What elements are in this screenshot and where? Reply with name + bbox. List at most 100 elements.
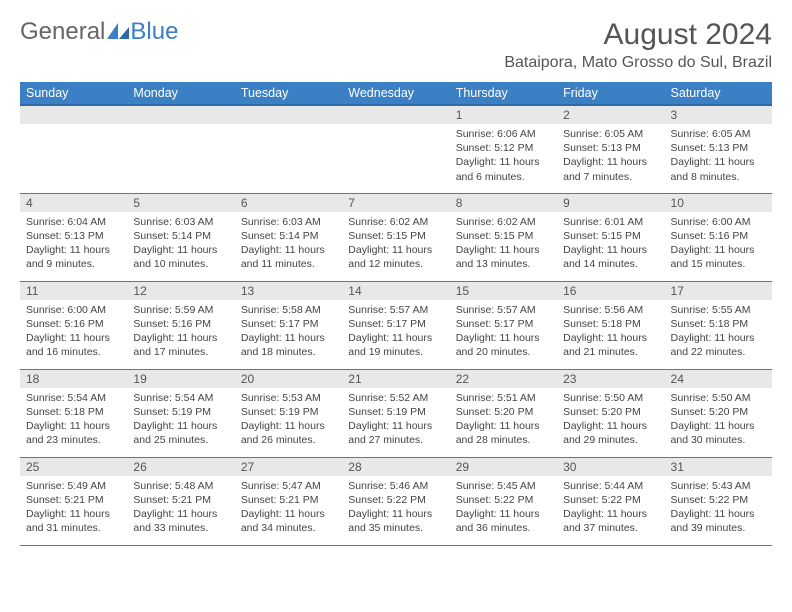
cell-body: Sunrise: 6:01 AMSunset: 5:15 PMDaylight:… xyxy=(557,212,664,278)
day-number: 5 xyxy=(127,194,234,212)
daylight-text: Daylight: 11 hours and 7 minutes. xyxy=(563,155,658,183)
sunrise-text: Sunrise: 5:50 AM xyxy=(671,391,766,405)
sunrise-text: Sunrise: 5:51 AM xyxy=(456,391,551,405)
sunset-text: Sunset: 5:13 PM xyxy=(26,229,121,243)
calendar-cell: 6Sunrise: 6:03 AMSunset: 5:14 PMDaylight… xyxy=(235,193,342,281)
daylight-text: Daylight: 11 hours and 36 minutes. xyxy=(456,507,551,535)
calendar-cell: 25Sunrise: 5:49 AMSunset: 5:21 PMDayligh… xyxy=(20,457,127,545)
day-number: 20 xyxy=(235,370,342,388)
sunrise-text: Sunrise: 5:54 AM xyxy=(26,391,121,405)
sunset-text: Sunset: 5:15 PM xyxy=(348,229,443,243)
location-text: Bataipora, Mato Grosso do Sul, Brazil xyxy=(504,54,772,72)
cell-body: Sunrise: 6:00 AMSunset: 5:16 PMDaylight:… xyxy=(665,212,772,278)
day-number xyxy=(127,106,234,124)
day-number: 6 xyxy=(235,194,342,212)
sunset-text: Sunset: 5:22 PM xyxy=(563,493,658,507)
calendar-cell: 22Sunrise: 5:51 AMSunset: 5:20 PMDayligh… xyxy=(450,369,557,457)
logo-text-b: Blue xyxy=(130,18,178,46)
calendar-cell: 1Sunrise: 6:06 AMSunset: 5:12 PMDaylight… xyxy=(450,105,557,193)
cell-body: Sunrise: 5:57 AMSunset: 5:17 PMDaylight:… xyxy=(342,300,449,366)
sunset-text: Sunset: 5:20 PM xyxy=(456,405,551,419)
sunrise-text: Sunrise: 5:45 AM xyxy=(456,479,551,493)
calendar-cell: 5Sunrise: 6:03 AMSunset: 5:14 PMDaylight… xyxy=(127,193,234,281)
logo-sail-icon xyxy=(107,18,129,46)
calendar-cell: 17Sunrise: 5:55 AMSunset: 5:18 PMDayligh… xyxy=(665,281,772,369)
logo-text-a: General xyxy=(20,18,105,46)
daylight-text: Daylight: 11 hours and 19 minutes. xyxy=(348,331,443,359)
calendar-cell: 28Sunrise: 5:46 AMSunset: 5:22 PMDayligh… xyxy=(342,457,449,545)
cell-body: Sunrise: 5:57 AMSunset: 5:17 PMDaylight:… xyxy=(450,300,557,366)
day-number: 3 xyxy=(665,106,772,124)
daylight-text: Daylight: 11 hours and 33 minutes. xyxy=(133,507,228,535)
calendar-table: Sunday Monday Tuesday Wednesday Thursday… xyxy=(20,82,772,546)
day-number: 30 xyxy=(557,458,664,476)
day-number: 10 xyxy=(665,194,772,212)
sunrise-text: Sunrise: 5:58 AM xyxy=(241,303,336,317)
sunrise-text: Sunrise: 5:53 AM xyxy=(241,391,336,405)
sunrise-text: Sunrise: 6:04 AM xyxy=(26,215,121,229)
sunset-text: Sunset: 5:21 PM xyxy=(133,493,228,507)
sunset-text: Sunset: 5:13 PM xyxy=(671,141,766,155)
sunrise-text: Sunrise: 5:55 AM xyxy=(671,303,766,317)
sunset-text: Sunset: 5:13 PM xyxy=(563,141,658,155)
daylight-text: Daylight: 11 hours and 27 minutes. xyxy=(348,419,443,447)
calendar-cell: 31Sunrise: 5:43 AMSunset: 5:22 PMDayligh… xyxy=(665,457,772,545)
sunrise-text: Sunrise: 5:46 AM xyxy=(348,479,443,493)
cell-body: Sunrise: 5:52 AMSunset: 5:19 PMDaylight:… xyxy=(342,388,449,454)
calendar-cell xyxy=(127,105,234,193)
cell-body: Sunrise: 5:50 AMSunset: 5:20 PMDaylight:… xyxy=(557,388,664,454)
sunrise-text: Sunrise: 6:05 AM xyxy=(563,127,658,141)
day-header: Wednesday xyxy=(342,82,449,105)
day-number: 13 xyxy=(235,282,342,300)
sunset-text: Sunset: 5:16 PM xyxy=(26,317,121,331)
daylight-text: Daylight: 11 hours and 6 minutes. xyxy=(456,155,551,183)
day-number: 7 xyxy=(342,194,449,212)
sunset-text: Sunset: 5:19 PM xyxy=(348,405,443,419)
calendar-cell xyxy=(235,105,342,193)
day-number: 25 xyxy=(20,458,127,476)
calendar-cell: 19Sunrise: 5:54 AMSunset: 5:19 PMDayligh… xyxy=(127,369,234,457)
sunrise-text: Sunrise: 5:48 AM xyxy=(133,479,228,493)
day-number xyxy=(20,106,127,124)
day-number: 16 xyxy=(557,282,664,300)
sunset-text: Sunset: 5:21 PM xyxy=(241,493,336,507)
day-number: 31 xyxy=(665,458,772,476)
sunrise-text: Sunrise: 6:02 AM xyxy=(456,215,551,229)
day-header: Tuesday xyxy=(235,82,342,105)
sunrise-text: Sunrise: 5:57 AM xyxy=(348,303,443,317)
sunrise-text: Sunrise: 6:02 AM xyxy=(348,215,443,229)
daylight-text: Daylight: 11 hours and 9 minutes. xyxy=(26,243,121,271)
sunset-text: Sunset: 5:22 PM xyxy=(671,493,766,507)
calendar-cell: 21Sunrise: 5:52 AMSunset: 5:19 PMDayligh… xyxy=(342,369,449,457)
daylight-text: Daylight: 11 hours and 34 minutes. xyxy=(241,507,336,535)
sunset-text: Sunset: 5:18 PM xyxy=(563,317,658,331)
sunset-text: Sunset: 5:16 PM xyxy=(133,317,228,331)
cell-body: Sunrise: 5:54 AMSunset: 5:18 PMDaylight:… xyxy=(20,388,127,454)
cell-body: Sunrise: 6:05 AMSunset: 5:13 PMDaylight:… xyxy=(557,124,664,190)
cell-body: Sunrise: 5:43 AMSunset: 5:22 PMDaylight:… xyxy=(665,476,772,542)
calendar-cell: 10Sunrise: 6:00 AMSunset: 5:16 PMDayligh… xyxy=(665,193,772,281)
daylight-text: Daylight: 11 hours and 13 minutes. xyxy=(456,243,551,271)
cell-body: Sunrise: 5:53 AMSunset: 5:19 PMDaylight:… xyxy=(235,388,342,454)
cell-body: Sunrise: 6:02 AMSunset: 5:15 PMDaylight:… xyxy=(342,212,449,278)
daylight-text: Daylight: 11 hours and 37 minutes. xyxy=(563,507,658,535)
cell-body: Sunrise: 5:58 AMSunset: 5:17 PMDaylight:… xyxy=(235,300,342,366)
daylight-text: Daylight: 11 hours and 21 minutes. xyxy=(563,331,658,359)
calendar-cell: 15Sunrise: 5:57 AMSunset: 5:17 PMDayligh… xyxy=(450,281,557,369)
day-header: Monday xyxy=(127,82,234,105)
sunset-text: Sunset: 5:12 PM xyxy=(456,141,551,155)
sunrise-text: Sunrise: 5:50 AM xyxy=(563,391,658,405)
sunset-text: Sunset: 5:18 PM xyxy=(671,317,766,331)
sunset-text: Sunset: 5:17 PM xyxy=(241,317,336,331)
cell-body: Sunrise: 5:55 AMSunset: 5:18 PMDaylight:… xyxy=(665,300,772,366)
daylight-text: Daylight: 11 hours and 29 minutes. xyxy=(563,419,658,447)
day-number: 22 xyxy=(450,370,557,388)
calendar-cell: 7Sunrise: 6:02 AMSunset: 5:15 PMDaylight… xyxy=(342,193,449,281)
cell-body: Sunrise: 6:05 AMSunset: 5:13 PMDaylight:… xyxy=(665,124,772,190)
sunrise-text: Sunrise: 6:06 AM xyxy=(456,127,551,141)
calendar-cell: 3Sunrise: 6:05 AMSunset: 5:13 PMDaylight… xyxy=(665,105,772,193)
daylight-text: Daylight: 11 hours and 25 minutes. xyxy=(133,419,228,447)
sunrise-text: Sunrise: 6:00 AM xyxy=(671,215,766,229)
day-header: Friday xyxy=(557,82,664,105)
calendar-cell: 13Sunrise: 5:58 AMSunset: 5:17 PMDayligh… xyxy=(235,281,342,369)
